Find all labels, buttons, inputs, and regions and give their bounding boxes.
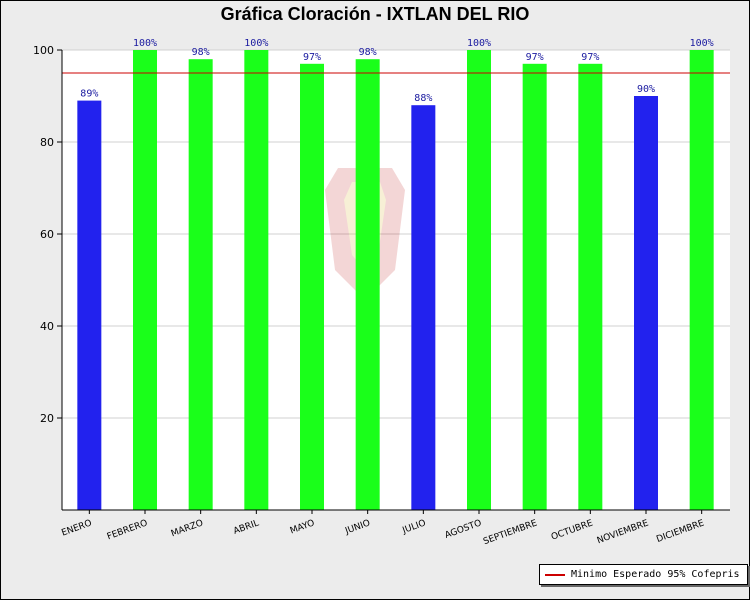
bar-octubre [578,63,603,511]
x-category-label: MAYO [289,518,316,536]
x-category-label: NOVIEMBRE [596,518,650,546]
x-category-label: ENERO [60,518,93,538]
bar-value-label: 100% [690,38,714,49]
y-tick-label: 60 [40,228,54,241]
y-tick-label: 20 [40,412,54,425]
bar-enero [77,100,102,510]
legend-swatch [545,573,565,576]
x-category-label: DICIEMBRE [655,518,706,545]
y-tick-label: 80 [40,136,54,149]
bar-abril [244,50,269,510]
bar-value-label: 100% [244,38,268,49]
bar-value-label: 98% [359,47,377,58]
bar-value-label: 97% [303,52,321,63]
bar-value-label: 90% [637,84,655,95]
x-category-label: JULIO [400,518,427,536]
bar-value-label: 97% [526,52,544,63]
bar-value-label: 88% [414,93,432,104]
y-tick-label: 40 [40,320,54,333]
bar-marzo [188,59,213,510]
bar-value-label: 100% [467,38,491,49]
bar-noviembre [634,96,658,510]
bar-julio [411,105,436,510]
x-category-label: JUNIO [343,518,372,537]
legend-label: Minimo Esperado 95% Cofepris [571,569,740,580]
bar-agosto [467,50,491,510]
bar-mayo [300,63,324,511]
y-tick-label: 100 [33,44,54,57]
chart-title: Gráfica Cloración - IXTLAN DEL RIO [220,4,530,24]
bar-value-label: 97% [581,52,599,63]
bar-diciembre [689,50,714,510]
bar-febrero [133,50,157,510]
x-category-label: SEPTIEMBRE [482,518,539,547]
bar-junio [355,59,380,510]
x-category-label: FEBRERO [106,518,149,542]
plot-area [62,50,730,510]
bar-septiembre [522,63,547,511]
bar-value-label: 89% [80,89,98,100]
x-category-label: OCTUBRE [550,518,595,542]
x-category-label: ABRIL [232,518,260,536]
bar-value-label: 98% [192,47,210,58]
x-category-label: MARZO [170,518,205,539]
bar-value-label: 100% [133,38,157,49]
legend: Minimo Esperado 95% Cofepris [539,564,748,585]
x-category-label: AGOSTO [444,518,483,541]
